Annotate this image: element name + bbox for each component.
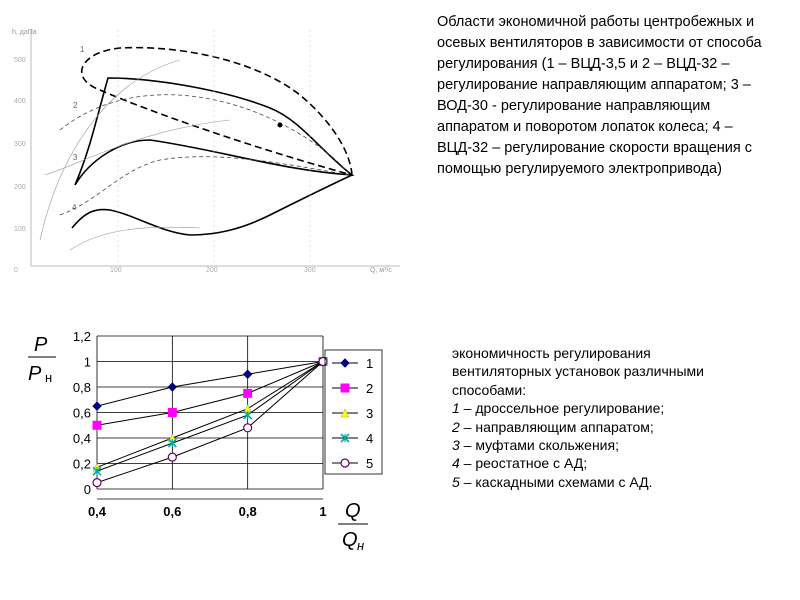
- caption-item-3-text: – муфтами скольжения;: [459, 437, 619, 454]
- caption-item-5: 5 – каскадными схемами с АД.: [452, 473, 792, 491]
- legend-5-marker: [340, 458, 350, 468]
- series-5-line: [96, 361, 324, 484]
- caption-item-2-text: – направляющим аппаратом;: [459, 418, 654, 435]
- y-tick-label: 1,2: [73, 329, 91, 344]
- top-ytick-300: 300: [14, 141, 26, 148]
- legend-1-label: 1: [366, 356, 373, 371]
- ylabel-numerator: P: [34, 334, 48, 356]
- caption-item-5-num: 5: [452, 473, 460, 490]
- caption-item-2: 2 – направляющим аппаратом;: [452, 418, 792, 436]
- top-ytick-100: 100: [14, 226, 26, 233]
- top-figure-caption: Области экономичной работы центробежных …: [437, 14, 762, 177]
- legend-3-label: 3: [366, 406, 373, 421]
- regulation-economy-chart: 0 0,2 0,4 0,6 0,8 1 1,2 0,4 0,6 0,8 1 1 2 3 4 5 P P н …: [28, 329, 383, 553]
- top-xtick-300: 300: [304, 267, 316, 274]
- zone-2-outline: [74, 77, 355, 186]
- caption-item-4: 4 – реостатное с АД;: [452, 454, 792, 472]
- top-xaxis-label: Q, м³/с: [370, 267, 392, 274]
- series-2-point: [92, 420, 102, 430]
- legend-4-marker: [340, 433, 350, 443]
- fan-regulation-zones-diagram: h, даПа Q, м³/с 500 400 300 200 100 0 10…: [12, 29, 400, 274]
- legend-frame: [324, 349, 383, 475]
- xlabel-numerator: Q: [345, 500, 361, 522]
- caption-item-3-num: 3: [452, 437, 460, 454]
- legend-2-marker: [340, 383, 350, 393]
- series-1-line: [96, 361, 324, 407]
- ylabel-denominator: P: [28, 363, 42, 385]
- zone-3-outline: [59, 94, 351, 216]
- legend-3-marker: [340, 408, 350, 418]
- x-tick-label: 0,6: [163, 504, 181, 519]
- xlabel-denominator: Q: [342, 529, 358, 551]
- legend: 1 2 3 4 5: [324, 349, 383, 475]
- series-4-point: [167, 438, 177, 448]
- series-1-point: [92, 401, 102, 411]
- top-curve-label-1: 1: [80, 45, 85, 54]
- legend-5-label: 5: [366, 456, 373, 471]
- caption-item-1-num: 1: [452, 400, 460, 417]
- plot-area: 0 0,2 0,4 0,6 0,8 1 1,2 0,4 0,6 0,8 1: [73, 329, 328, 519]
- series-2-line: [96, 361, 324, 426]
- series-2-point: [167, 408, 177, 417]
- caption-item-3: 3 – муфтами скольжения;: [452, 436, 792, 454]
- zone-thin-guides: [39, 59, 231, 251]
- ylabel-denominator-sub: н: [45, 370, 52, 385]
- top-intersection-dot: [277, 122, 283, 128]
- y-tick-label: 1: [84, 355, 91, 370]
- x-tick-label: 1: [319, 504, 326, 519]
- y-tick-label: 0,8: [73, 380, 91, 395]
- caption-item-4-num: 4: [452, 455, 460, 472]
- caption-item-5-text: – каскадными схемами с АД.: [459, 473, 653, 490]
- caption-item-1-text: – дроссельное регулирование;: [459, 400, 665, 417]
- series-4-point: [243, 410, 253, 420]
- top-ytick-200: 200: [14, 184, 26, 191]
- series-5-point: [318, 356, 328, 367]
- axis-labels: P P н Q Q н: [28, 334, 368, 553]
- series-5-point: [92, 478, 102, 488]
- series-5-point: [167, 452, 177, 462]
- top-curve-label-4: 4: [72, 203, 77, 212]
- top-curve-label-3: 3: [73, 153, 78, 162]
- series-3-line: [96, 361, 324, 468]
- caption-intro: экономичность регулирования вентиляторны…: [452, 345, 704, 398]
- legend-2-label: 2: [366, 381, 373, 396]
- top-ytick-500: 500: [14, 57, 26, 64]
- zone-1-outline: [80, 46, 353, 177]
- series-1-point: [242, 369, 253, 379]
- x-tick-label: 0,8: [239, 504, 257, 519]
- top-curve-label-2: 2: [73, 101, 78, 110]
- series-4-point: [92, 466, 102, 476]
- top-xtick-200: 200: [206, 267, 218, 274]
- series-2-point: [243, 388, 253, 398]
- series-5-point: [243, 423, 253, 433]
- bottom-figure-caption: экономичность регулирования вентиляторны…: [452, 344, 792, 491]
- legend-4-label: 4: [366, 431, 373, 446]
- caption-item-2-num: 2: [452, 418, 460, 435]
- zone-4-outline: [71, 174, 353, 236]
- series-4-line: [96, 361, 324, 472]
- caption-item-1: 1 – дроссельное регулирование;: [452, 399, 792, 417]
- xlabel-denominator-sub: н: [357, 538, 364, 553]
- top-xtick-100: 100: [110, 267, 122, 274]
- y-tick-label: 0,4: [73, 431, 91, 446]
- caption-item-4-text: – реостатное с АД;: [459, 455, 588, 472]
- x-tick-label: 0,4: [88, 504, 107, 519]
- top-ytick-400: 400: [14, 98, 26, 105]
- y-tick-label: 0,2: [73, 457, 91, 472]
- legend-1-marker: [340, 358, 350, 368]
- series-1-point: [167, 382, 178, 392]
- top-yaxis-label: h, даПа: [12, 29, 37, 36]
- y-tick-label: 0: [84, 482, 91, 497]
- top-xtick-0: 0: [14, 267, 18, 274]
- y-tick-label: 0,6: [73, 406, 91, 421]
